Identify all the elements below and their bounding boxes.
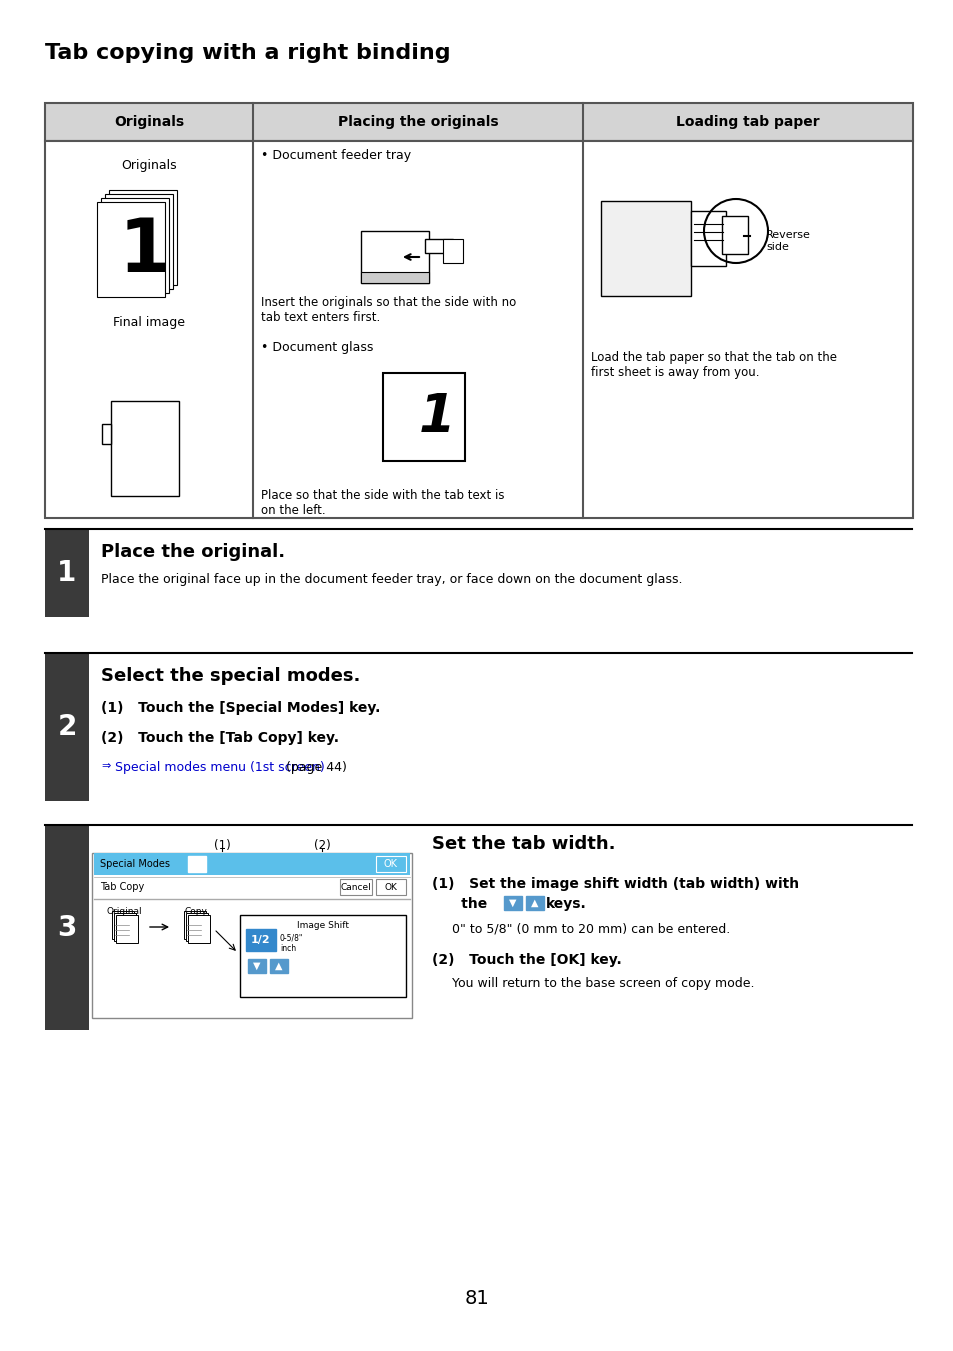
Text: (1)   Touch the [Special Modes] key.: (1) Touch the [Special Modes] key.	[101, 701, 380, 715]
Text: (2)   Touch the [Tab Copy] key.: (2) Touch the [Tab Copy] key.	[101, 731, 338, 744]
Text: Original: Original	[106, 907, 142, 916]
Text: Place the original.: Place the original.	[101, 543, 285, 561]
Text: Originals: Originals	[121, 159, 176, 172]
Text: Copy: Copy	[184, 907, 207, 916]
Text: the: the	[432, 897, 487, 911]
Text: Placing the originals: Placing the originals	[337, 115, 497, 128]
Bar	[184, 911, 206, 939]
Text: keys.: keys.	[545, 897, 586, 911]
Text: 1: 1	[119, 215, 171, 288]
Bar	[360, 231, 429, 282]
Bar	[339, 880, 372, 894]
Bar	[111, 401, 179, 496]
Bar	[105, 195, 172, 289]
Bar	[375, 857, 406, 871]
Bar	[188, 915, 210, 943]
Bar	[109, 190, 177, 285]
Text: Special Modes: Special Modes	[100, 859, 170, 869]
Text: Image Shift: Image Shift	[296, 921, 349, 929]
Bar	[248, 959, 266, 973]
Bar	[91, 852, 412, 1019]
Text: Tab Copy: Tab Copy	[100, 882, 144, 892]
Text: Insert the originals so that the side with no
tab text enters first.: Insert the originals so that the side wi…	[261, 296, 516, 324]
Text: 3: 3	[57, 913, 76, 942]
Text: (2)   Touch the [OK] key.: (2) Touch the [OK] key.	[432, 952, 621, 967]
Text: ▼: ▼	[509, 898, 517, 908]
Text: ▲: ▲	[275, 961, 282, 971]
Bar	[112, 911, 133, 939]
Text: Special modes menu (1st screen): Special modes menu (1st screen)	[115, 761, 324, 774]
Bar	[102, 424, 111, 444]
Text: 1/2: 1/2	[251, 935, 271, 944]
Bar	[382, 373, 464, 461]
Text: (2): (2)	[314, 839, 330, 852]
Text: ▲: ▲	[531, 898, 538, 908]
Text: (1): (1)	[213, 839, 230, 852]
Bar	[45, 141, 912, 517]
Bar	[525, 896, 543, 911]
Text: Select the special modes.: Select the special modes.	[101, 667, 360, 685]
Bar	[45, 103, 912, 141]
Bar	[116, 915, 138, 943]
Bar	[188, 857, 206, 871]
Text: 0" to 5/8" (0 mm to 20 mm) can be entered.: 0" to 5/8" (0 mm to 20 mm) can be entere…	[432, 923, 729, 936]
Text: 1: 1	[418, 390, 455, 443]
Text: Load the tab paper so that the tab on the
first sheet is away from you.: Load the tab paper so that the tab on th…	[590, 351, 836, 380]
Bar	[600, 201, 690, 296]
Text: OK: OK	[384, 882, 397, 892]
Bar	[113, 913, 136, 942]
Bar	[97, 203, 165, 297]
Bar	[375, 880, 406, 894]
Bar	[45, 530, 89, 617]
Text: You will return to the base screen of copy mode.: You will return to the base screen of co…	[432, 977, 754, 990]
Bar	[45, 653, 89, 801]
Text: Final image: Final image	[112, 316, 185, 330]
Text: (1)   Set the image shift width (tab width) with: (1) Set the image shift width (tab width…	[432, 877, 799, 892]
Bar	[721, 216, 747, 254]
Bar	[240, 915, 406, 997]
Bar	[270, 959, 288, 973]
Text: Originals: Originals	[113, 115, 184, 128]
Text: • Document feeder tray: • Document feeder tray	[261, 149, 411, 162]
Text: 2: 2	[57, 713, 76, 740]
Text: Reverse
side: Reverse side	[765, 230, 810, 251]
Text: Tab copying with a right binding: Tab copying with a right binding	[45, 43, 450, 63]
Text: • Document glass: • Document glass	[261, 340, 373, 354]
Text: Place the original face up in the document feeder tray, or face down on the docu: Place the original face up in the docume…	[101, 573, 681, 586]
Bar	[503, 896, 521, 911]
Bar	[424, 239, 453, 253]
Text: 0-5/8"
inch: 0-5/8" inch	[280, 934, 303, 952]
Text: Set the tab width.: Set the tab width.	[432, 835, 615, 852]
Bar	[94, 852, 410, 875]
Bar	[186, 913, 208, 942]
Bar	[360, 272, 429, 282]
Bar	[246, 929, 275, 951]
Text: 1: 1	[57, 559, 76, 586]
Bar	[690, 211, 725, 266]
Text: OK: OK	[384, 859, 397, 869]
Text: Cancel: Cancel	[340, 882, 371, 892]
Text: ▼: ▼	[253, 961, 260, 971]
Text: 81: 81	[464, 1289, 489, 1309]
Text: Loading tab paper: Loading tab paper	[676, 115, 819, 128]
Bar	[45, 825, 89, 1029]
Bar	[442, 239, 462, 263]
Text: ⇒: ⇒	[101, 761, 111, 771]
Bar	[101, 199, 169, 293]
Text: Place so that the side with the tab text is
on the left.: Place so that the side with the tab text…	[261, 489, 504, 517]
Text: (page 44): (page 44)	[282, 761, 347, 774]
